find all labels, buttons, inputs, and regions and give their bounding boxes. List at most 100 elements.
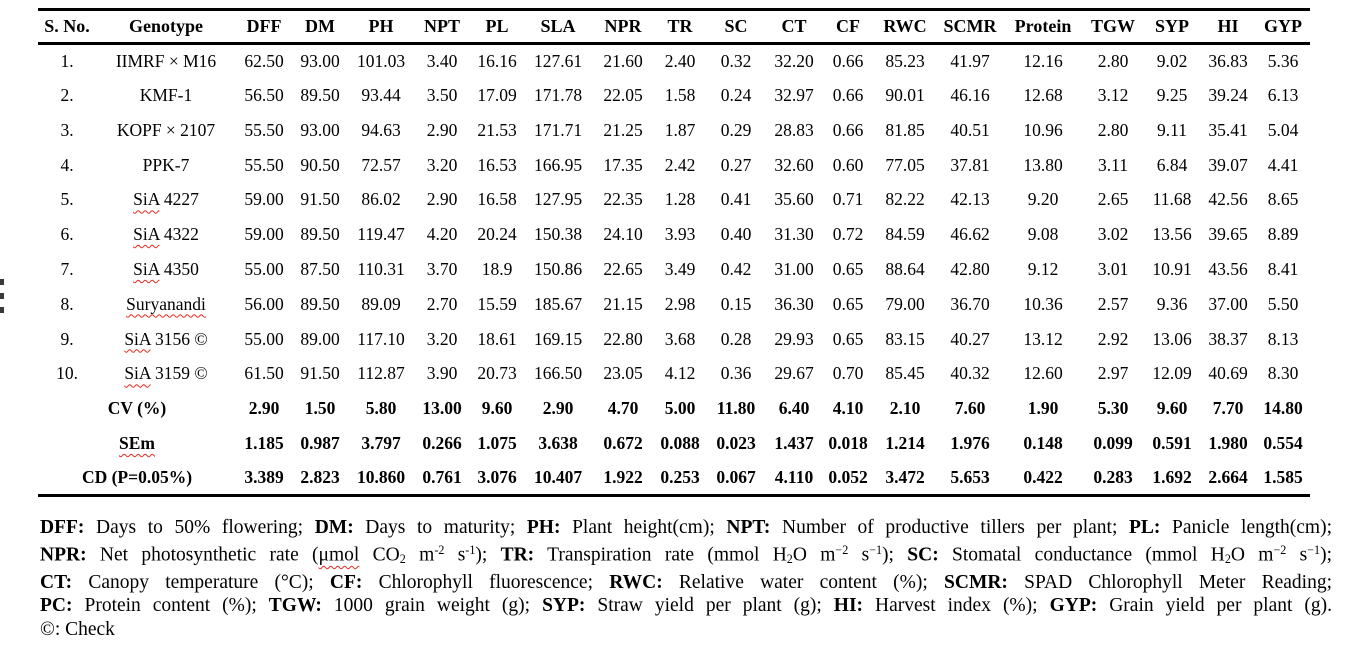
summary-cell: 9.60 [1156, 398, 1188, 419]
table-cell: 77.05 [885, 154, 925, 175]
table-cell: 150.38 [533, 224, 583, 245]
footnote-text: Relative water content (%); [662, 572, 945, 594]
column-header-gyp: GYP [1264, 16, 1302, 36]
table-cell: 55.50 [244, 119, 284, 140]
footnote-text: O m [1230, 544, 1274, 566]
table-cell: 18.9 [481, 258, 513, 279]
summary-cell: 4.10 [832, 398, 864, 419]
table-cell: 13.06 [1152, 328, 1192, 349]
table-cell: 31.30 [774, 224, 814, 245]
table-cell: 4.41 [1267, 154, 1299, 175]
summary-cell: 0.761 [422, 466, 462, 487]
summary-cell: 0.052 [828, 466, 868, 487]
row-number: 1. [60, 51, 74, 72]
summary-cell: 4.70 [607, 398, 639, 419]
summary-cell: 1.922 [603, 466, 643, 487]
table-row: 7. SiA 4350 55.00 87.50 110.31 3.70 18.9 150.86… [38, 252, 1310, 287]
table-cell: 40.69 [1208, 363, 1248, 384]
column-header-rwc: RWC [883, 16, 927, 36]
column-header-pl: PL [485, 16, 509, 36]
abbreviation-label: DFF: [40, 517, 85, 538]
footnote-text: ); [882, 544, 908, 566]
summary-cell: 1.50 [304, 398, 336, 419]
table-cell: 42.13 [950, 189, 990, 210]
table-cell: 36.70 [950, 293, 990, 314]
footnote-text: -1 [465, 543, 476, 558]
summary-cell: 10.407 [533, 466, 583, 487]
table-cell: 3.12 [1097, 85, 1129, 106]
table-cell: 62.50 [244, 51, 284, 72]
table-row: 3. KOPF × 2107 55.50 93.00 94.63 2.90 21.53 171… [38, 113, 1310, 148]
table-cell: 110.31 [357, 258, 405, 279]
abbreviation-label: SCMR: [944, 572, 1008, 594]
table-cell: 21.53 [477, 119, 517, 140]
table-cell: 10.96 [1023, 119, 1063, 140]
footnote-text: 2 [1224, 552, 1231, 567]
table-cell: 22.80 [603, 328, 643, 349]
table-cell: 90.01 [885, 85, 925, 106]
table-cell: 0.27 [720, 154, 752, 175]
table-cell: 91.50 [300, 189, 340, 210]
table-cell: 20.73 [477, 363, 517, 384]
table-cell: 22.65 [603, 258, 643, 279]
table-cell: 55.50 [244, 154, 284, 175]
summary-cell: 1.437 [774, 432, 814, 453]
summary-cell: 0.088 [660, 432, 700, 453]
column-header-npr: NPR [604, 16, 642, 36]
table-cell: 0.65 [832, 328, 864, 349]
footnote-text: SPAD Chlorophyll Meter Reading; [1007, 572, 1333, 594]
row-number: 3. [60, 119, 74, 140]
table-cell: 89.00 [300, 328, 340, 349]
table-cell: 3.68 [664, 328, 696, 349]
table-cell: 35.60 [774, 189, 814, 210]
summary-cell: 11.80 [716, 398, 756, 419]
table-cell: 61.50 [244, 363, 284, 384]
table-cell: 32.97 [774, 85, 814, 106]
footnote-text: Days to maturity; [353, 517, 527, 538]
table-cell: 40.32 [950, 363, 990, 384]
column-header-tgw: TGW [1090, 16, 1135, 36]
footnote-text: ©: Check [40, 618, 115, 640]
table-cell: 2.42 [664, 154, 696, 175]
summary-cell: 1.692 [1152, 466, 1192, 487]
table-cell: 13.12 [1023, 328, 1063, 349]
table-cell: 8.89 [1267, 224, 1299, 245]
table-row: 2. KMF-1 56.50 89.50 93.44 3.50 17.09 171.78 22.… [38, 78, 1310, 113]
table-cell: 16.53 [477, 154, 517, 175]
table-cell: 82.22 [885, 189, 925, 210]
summary-cell: 0.422 [1023, 466, 1063, 487]
row-number: 6. [60, 224, 74, 245]
table-cell: 0.32 [720, 51, 752, 72]
summary-cell: 3.638 [538, 432, 578, 453]
abbreviation-label: PH: [526, 517, 561, 538]
table-cell: 12.09 [1152, 363, 1192, 384]
summary-cell: 0.099 [1093, 432, 1133, 453]
summary-cell: 2.10 [889, 398, 921, 419]
footnote-text: Transpiration rate (mmol H [534, 544, 787, 566]
summary-label: CD (P=0.05%) [81, 466, 193, 487]
table-cell: 1.87 [664, 119, 696, 140]
table-cell: 0.71 [832, 189, 864, 210]
table-cell: 5.50 [1267, 293, 1299, 314]
table-cell: 59.00 [244, 224, 284, 245]
abbreviation-label: CF: [329, 572, 363, 594]
column-header-dff: DFF [246, 16, 282, 36]
table-footnotes: DFF: Days to 50% flowering; DM: Days to … [40, 516, 1332, 641]
summary-cell: 0.591 [1152, 432, 1192, 453]
table-cell: 12.16 [1023, 51, 1063, 72]
summary-cell: 0.023 [716, 432, 756, 453]
summary-cell: 0.266 [422, 432, 462, 453]
table-cell: 93.00 [300, 119, 340, 140]
table-cell: 166.95 [533, 154, 583, 175]
footnote-text: Straw yield per plant (g); [585, 595, 834, 617]
footnote-text: −1 [1307, 543, 1321, 558]
genotype-name: PPK-7 [142, 154, 190, 175]
footnote-text: −2 [1273, 543, 1287, 558]
table-cell: 171.71 [533, 119, 583, 140]
column-header-cf: CF [836, 16, 860, 36]
misspelled-text: SiA [133, 224, 160, 245]
footnote-line: ©: Check [40, 618, 1332, 641]
footnote-line: CT: Canopy temperature (°C); CF: Chlorop… [40, 571, 1332, 594]
table-cell: 0.65 [832, 258, 864, 279]
abbreviation-label: PL: [1128, 517, 1161, 538]
